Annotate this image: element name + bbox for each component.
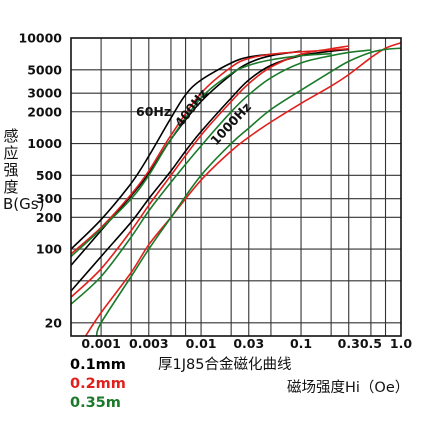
y-tick-label: 3000	[27, 86, 62, 101]
x-tick-labels: 0.001 0.003 0.01 0.03 0.1 0.3 0.5 1.0	[81, 336, 412, 351]
x-tick-label: 0.01	[186, 336, 217, 351]
y-tick-label: 200	[36, 210, 62, 225]
y-tick-label: 20	[45, 315, 63, 330]
x-tick-label: 0.03	[233, 336, 264, 351]
x-gridlines	[100, 38, 387, 336]
legend-item-0.2mm: 0.2mm	[70, 376, 126, 392]
series-line-0.2mm-1000Hz	[84, 42, 402, 337]
chart-subtitle: 厚1J85合金磁化曲线	[158, 357, 292, 373]
plot-frame	[70, 37, 402, 337]
y-tick-label: 5000	[27, 62, 62, 77]
x-tick-label: 0.003	[129, 336, 169, 351]
y-tick-label: 2000	[27, 104, 62, 119]
series-line-0.1mm-400Hz	[70, 50, 302, 266]
x-tick-label: 0.5	[360, 336, 382, 351]
x-tick-label: 0.1	[290, 336, 312, 351]
series-line-0.35m-60Hz	[70, 52, 332, 258]
series-line-0.35m-400Hz	[70, 49, 371, 305]
x-tick-label: 0.3	[338, 336, 360, 351]
series-line-0.35m-1000Hz	[95, 47, 402, 337]
series-line-0.2mm-400Hz	[70, 45, 349, 298]
y-tick-label: 100	[36, 242, 62, 257]
series-layer	[70, 42, 402, 337]
y-tick-label: 10000	[19, 31, 63, 46]
y-tick-label: 1000	[27, 136, 62, 151]
y-axis-label: 感应强度B(Gs)	[3, 127, 45, 213]
x-tick-label: 1.0	[390, 336, 412, 351]
x-axis-label: 磁场强度Hi（Oe）	[287, 380, 410, 396]
legend-item-0.1mm: 0.1mm	[70, 357, 126, 373]
annotation-60Hz: 60Hz	[136, 104, 171, 119]
y-tick-label: 500	[36, 168, 62, 183]
y-tick-label: 300	[36, 191, 62, 206]
legend-item-0.35m: 0.35m	[70, 395, 121, 411]
x-tick-label: 0.001	[81, 336, 121, 351]
series-line-0.1mm-60Hz	[70, 53, 272, 250]
y-tick-labels: 20 100 200 300 500 1000 2000 3000 5000 10000	[19, 31, 63, 331]
series-line-0.2mm-60Hz	[70, 48, 349, 255]
y-gridlines	[71, 37, 401, 324]
